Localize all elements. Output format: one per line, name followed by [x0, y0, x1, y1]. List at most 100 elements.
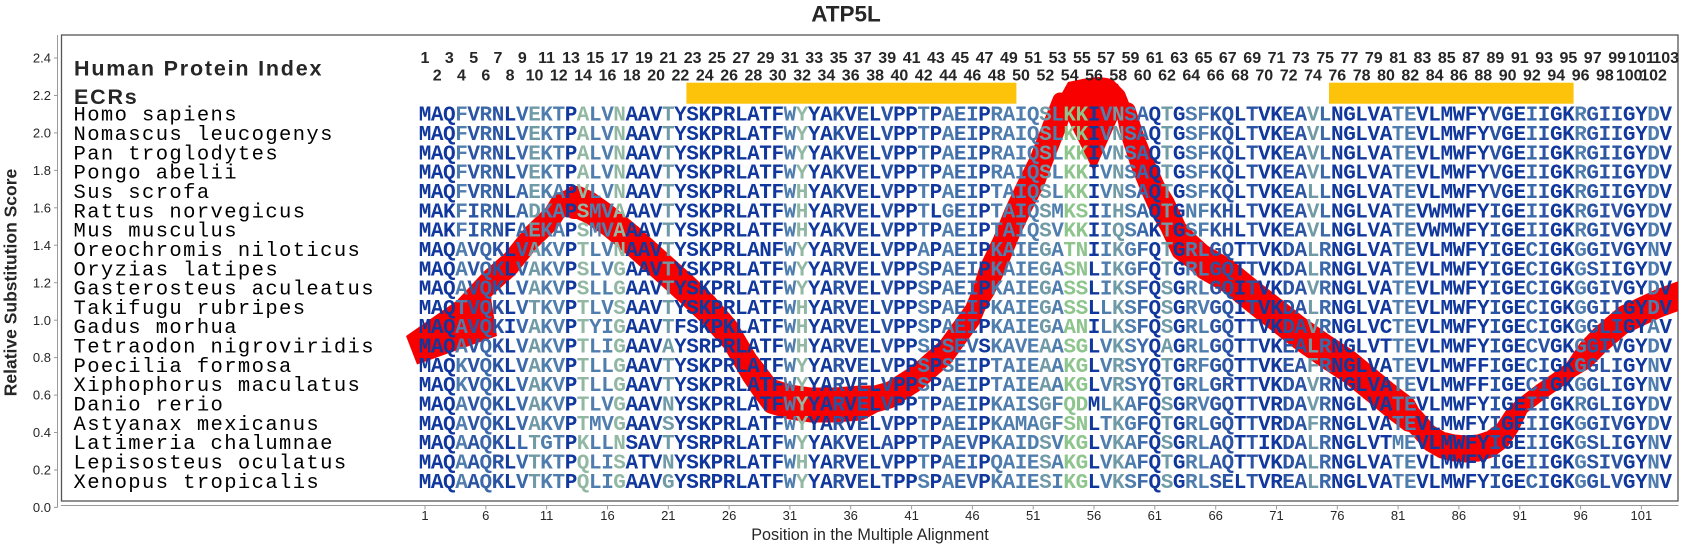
svg-text:90: 90 — [1499, 68, 1517, 85]
svg-text:ECRs: ECRs — [74, 85, 139, 109]
svg-text:KG: KG — [1063, 375, 1088, 398]
svg-text:KG: KG — [1063, 472, 1088, 495]
svg-text:1.0: 1.0 — [33, 313, 51, 328]
svg-text:1: 1 — [421, 508, 428, 523]
svg-text:Homo sapiens: Homo sapiens — [74, 105, 238, 128]
svg-text:51: 51 — [1026, 508, 1040, 523]
svg-text:66: 66 — [1208, 508, 1222, 523]
svg-text:Nomascus leucogenys: Nomascus leucogenys — [74, 124, 334, 147]
svg-text:97: 97 — [1584, 50, 1602, 67]
svg-text:ATP5L: ATP5L — [811, 2, 881, 27]
svg-text:65: 65 — [1195, 50, 1213, 67]
svg-text:15: 15 — [586, 50, 604, 67]
svg-text:KG: KG — [1063, 453, 1088, 476]
svg-text:17: 17 — [611, 50, 629, 67]
svg-text:42: 42 — [915, 68, 933, 85]
svg-text:4: 4 — [457, 68, 466, 85]
svg-text:75: 75 — [1316, 50, 1334, 67]
svg-text:61: 61 — [1146, 50, 1164, 67]
svg-text:100: 100 — [1616, 68, 1643, 85]
svg-text:26: 26 — [722, 508, 736, 523]
svg-text:36: 36 — [842, 68, 860, 85]
svg-text:8: 8 — [506, 68, 515, 85]
svg-text:59: 59 — [1122, 50, 1140, 67]
svg-text:Oreochromis niloticus: Oreochromis niloticus — [74, 240, 362, 263]
svg-text:KK: KK — [1063, 221, 1088, 244]
svg-text:6: 6 — [481, 68, 490, 85]
svg-text:Sus scrofa: Sus scrofa — [74, 182, 211, 205]
svg-text:94: 94 — [1547, 68, 1565, 85]
svg-text:96: 96 — [1573, 508, 1587, 523]
svg-text:96: 96 — [1572, 68, 1590, 85]
svg-text:31: 31 — [781, 50, 799, 67]
svg-text:Latimeria chalumnae: Latimeria chalumnae — [74, 433, 334, 456]
svg-text:20: 20 — [647, 68, 665, 85]
svg-text:74: 74 — [1304, 68, 1322, 85]
svg-text:TN: TN — [1063, 240, 1088, 263]
svg-text:50: 50 — [1012, 68, 1030, 85]
svg-text:44: 44 — [939, 68, 957, 85]
svg-text:Rattus norvegicus: Rattus norvegicus — [74, 201, 307, 224]
svg-text:14: 14 — [574, 68, 592, 85]
svg-text:53: 53 — [1049, 50, 1067, 67]
svg-text:87: 87 — [1462, 50, 1480, 67]
svg-text:93: 93 — [1535, 50, 1553, 67]
svg-text:Tetraodon nigroviridis: Tetraodon nigroviridis — [74, 337, 375, 360]
svg-text:28: 28 — [745, 68, 763, 85]
svg-text:11: 11 — [538, 50, 555, 67]
svg-text:48: 48 — [988, 68, 1006, 85]
svg-text:KG: KG — [1063, 433, 1088, 456]
svg-text:71: 71 — [1268, 50, 1286, 67]
svg-text:SN: SN — [1063, 259, 1088, 282]
svg-text:91: 91 — [1513, 508, 1527, 523]
svg-text:QD: QD — [1063, 395, 1088, 418]
svg-text:81: 81 — [1391, 508, 1405, 523]
svg-text:55: 55 — [1073, 50, 1091, 67]
svg-text:98: 98 — [1596, 68, 1614, 85]
svg-text:Astyanax mexicanus: Astyanax mexicanus — [74, 414, 321, 437]
svg-text:51: 51 — [1024, 50, 1042, 67]
svg-text:22: 22 — [672, 68, 690, 85]
svg-text:26: 26 — [720, 68, 738, 85]
svg-text:46: 46 — [964, 68, 982, 85]
svg-text:Pongo abelii: Pongo abelii — [74, 163, 238, 186]
svg-text:76: 76 — [1328, 68, 1346, 85]
svg-text:KK: KK — [1063, 163, 1088, 186]
svg-text:6: 6 — [482, 508, 489, 523]
svg-text:81: 81 — [1389, 50, 1407, 67]
svg-text:0.8: 0.8 — [33, 350, 51, 365]
svg-text:68: 68 — [1231, 68, 1249, 85]
svg-text:0.4: 0.4 — [33, 425, 51, 440]
svg-text:16: 16 — [600, 508, 614, 523]
svg-text:83: 83 — [1414, 50, 1432, 67]
svg-text:KK: KK — [1063, 182, 1088, 205]
svg-text:72: 72 — [1280, 68, 1298, 85]
svg-text:78: 78 — [1353, 68, 1371, 85]
svg-text:30: 30 — [769, 68, 787, 85]
svg-text:95: 95 — [1560, 50, 1578, 67]
svg-text:99: 99 — [1608, 50, 1626, 67]
svg-text:1.2: 1.2 — [33, 275, 51, 290]
svg-text:62: 62 — [1158, 68, 1176, 85]
svg-text:49: 49 — [1000, 50, 1018, 67]
svg-text:18: 18 — [623, 68, 641, 85]
svg-text:41: 41 — [904, 508, 918, 523]
svg-text:91: 91 — [1511, 50, 1529, 67]
svg-text:16: 16 — [599, 68, 617, 85]
svg-text:63: 63 — [1170, 50, 1188, 67]
svg-text:73: 73 — [1292, 50, 1310, 67]
svg-text:66: 66 — [1207, 68, 1225, 85]
svg-text:AN: AN — [1063, 317, 1088, 340]
svg-text:Relative Substitution Score: Relative Substitution Score — [1, 168, 21, 396]
svg-text:36: 36 — [843, 508, 857, 523]
svg-text:60: 60 — [1134, 68, 1152, 85]
svg-text:Xenopus tropicalis: Xenopus tropicalis — [74, 472, 321, 495]
svg-text:KG: KG — [1063, 356, 1088, 379]
svg-text:33: 33 — [805, 50, 823, 67]
svg-text:Xiphophorus maculatus: Xiphophorus maculatus — [74, 375, 362, 398]
svg-text:40: 40 — [891, 68, 909, 85]
svg-text:SS: SS — [1063, 298, 1088, 321]
svg-text:21: 21 — [661, 508, 675, 523]
svg-text:77: 77 — [1341, 50, 1359, 67]
svg-text:52: 52 — [1037, 68, 1055, 85]
